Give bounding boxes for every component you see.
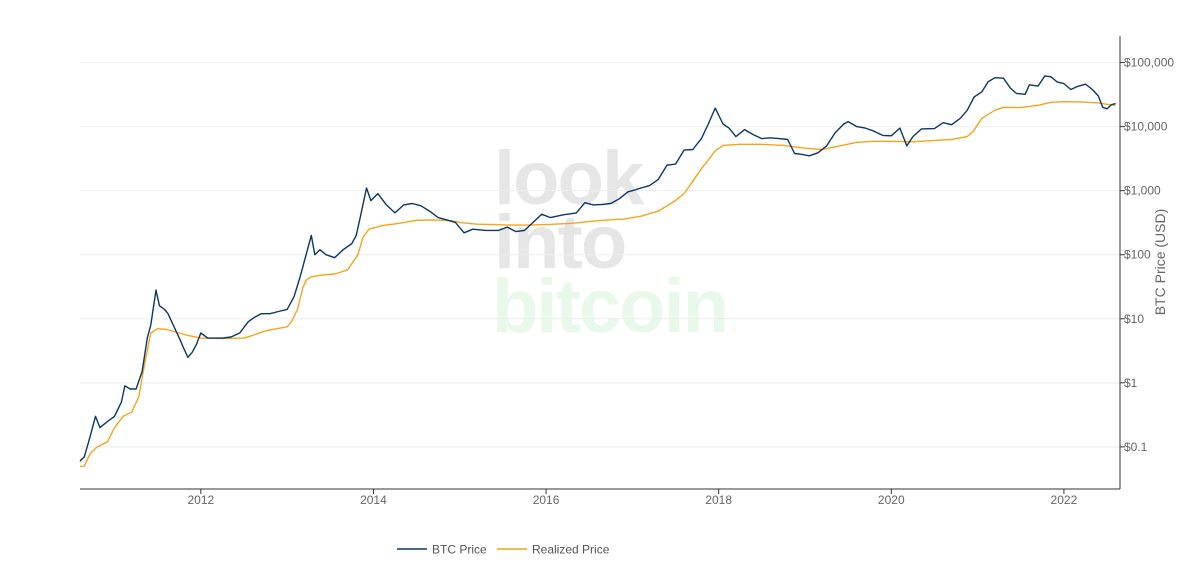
watermark: look into bitcoin — [492, 136, 729, 349]
legend-item-realized-price[interactable]: Realized Price — [497, 543, 610, 557]
x-tick-label: 2020 — [878, 493, 905, 507]
watermark-look: look — [494, 136, 645, 221]
x-tick-label: 2016 — [533, 493, 560, 507]
x-tick-label: 2018 — [705, 493, 732, 507]
x-tick-label: 2022 — [1051, 493, 1078, 507]
y-tick-label: $0.1 — [1124, 440, 1148, 454]
y-tick-label: $10 — [1124, 312, 1144, 326]
y-axis-title: BTC Price (USD) — [1152, 209, 1168, 316]
legend-label-realized-price: Realized Price — [532, 543, 610, 557]
plot-area — [79, 75, 1116, 467]
y-tick-label: $10,000 — [1124, 120, 1168, 134]
y-axis-ticks: $0.1 $1 $10 $100 $1,000 $10,000 $100,000 — [1120, 56, 1174, 454]
watermark-bitcoin: bitcoin — [492, 264, 727, 349]
y-tick-label: $100,000 — [1124, 56, 1174, 70]
x-tick-label: 2014 — [360, 493, 387, 507]
legend-label-btc-price: BTC Price — [432, 543, 487, 557]
legend: BTC Price Realized Price — [397, 543, 610, 557]
series-line-btc-price — [79, 75, 1116, 462]
y-tick-label: $1,000 — [1124, 184, 1161, 198]
gridlines — [80, 62, 1120, 448]
y-tick-label: $100 — [1124, 248, 1151, 262]
series-line-realized-price — [80, 101, 1116, 467]
y-tick-label: $1 — [1124, 376, 1138, 390]
watermark-into: into — [494, 200, 625, 285]
x-axis-ticks: 2012 2014 2016 2018 2020 2022 — [187, 489, 1078, 507]
x-tick-label: 2012 — [187, 493, 214, 507]
legend-item-btc-price[interactable]: BTC Price — [397, 543, 487, 557]
